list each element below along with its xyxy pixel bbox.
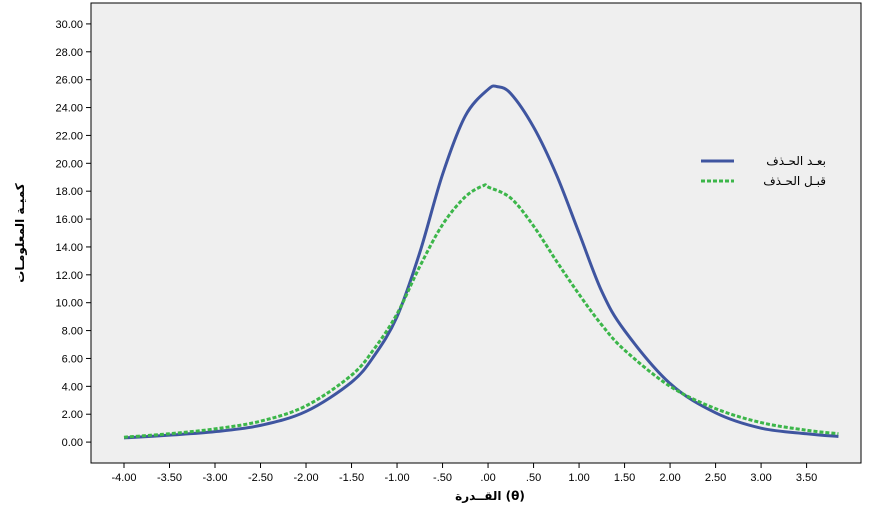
y-tick-label: 20.00 [55,158,83,170]
y-tick-label: 0.00 [62,437,83,449]
y-axis: 0.00 2.00 4.00 6.00 8.00 10.00 12.00 14.00 16.00… [55,19,91,449]
y-tick-label: 14.00 [55,242,83,254]
x-tick-label: -2.00 [293,472,318,484]
x-tick-label: 3.50 [796,472,817,484]
x-tick-label: .50 [526,472,541,484]
y-tick-label: 26.00 [55,75,83,87]
x-axis: -4.00 -3.50 -3.00 -2.50 -2.00 -1.50 -1.00 -.50.… [111,463,817,484]
x-tick-label: .00 [480,472,495,484]
y-tick-label: 18.00 [55,186,83,198]
series-layer [123,84,839,440]
y-tick-label: 2.00 [62,409,83,421]
x-tick-label: 1.50 [614,472,635,484]
x-tick-label: -4.00 [111,472,136,484]
y-tick-label: 24.00 [55,103,83,115]
legend-label-before-deletion: قبـل الحـذف [763,174,826,188]
x-tick-label: -1.50 [339,472,364,484]
x-tick-label: -1.00 [384,472,409,484]
x-tick-label: -3.50 [157,472,182,484]
x-tick-label: -3.00 [202,472,227,484]
y-tick-label: 12.00 [55,270,83,282]
y-tick-label: 30.00 [55,19,83,31]
plot-area [90,2,862,464]
y-tick-label: 10.00 [55,298,83,310]
series-line-after-deletion [123,84,839,440]
x-tick-label: 3.00 [750,472,771,484]
x-tick-label: -.50 [433,472,452,484]
legend: بعـد الحـذف قبـل الحـذف [701,154,826,188]
series-line-before-deletion [123,183,839,439]
y-tick-label: 16.00 [55,214,83,226]
x-tick-label: -2.50 [248,472,273,484]
x-axis-title: القــدرة (θ) [455,489,525,503]
y-tick-label: 28.00 [55,47,83,59]
y-tick-label: 22.00 [55,130,83,142]
legend-label-after-deletion: بعـد الحـذف [766,154,826,168]
y-axis-title: كميـة المعلومـات [13,183,28,282]
x-tick-label: 2.50 [705,472,726,484]
x-tick-label: 2.00 [659,472,680,484]
y-tick-label: 6.00 [62,353,83,365]
y-tick-label: 8.00 [62,326,83,338]
x-tick-label: 1.00 [568,472,589,484]
y-tick-label: 4.00 [62,381,83,393]
